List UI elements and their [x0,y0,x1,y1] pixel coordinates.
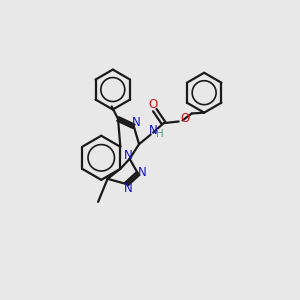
Text: N: N [124,182,133,195]
Text: N: N [124,149,133,162]
Text: O: O [180,112,189,125]
Text: N: N [132,116,141,129]
Text: N: N [149,124,158,137]
Text: H: H [155,129,163,139]
Text: O: O [148,98,157,111]
Text: N: N [138,166,147,179]
